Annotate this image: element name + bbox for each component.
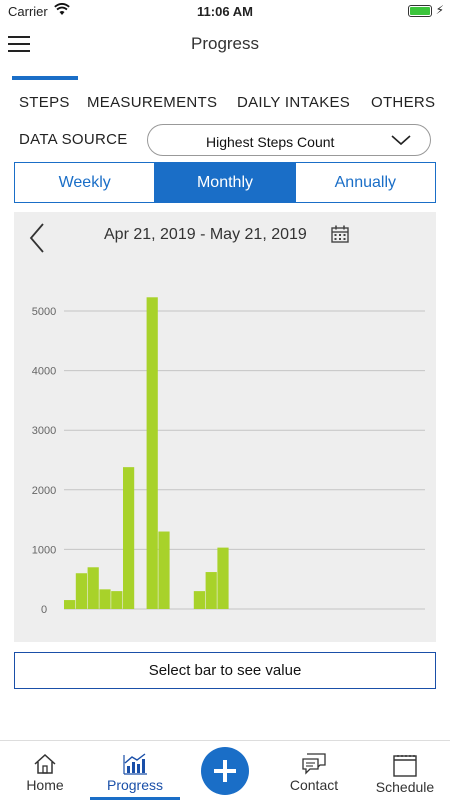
charging-icon: ⚡	[435, 3, 444, 17]
progress-chart-icon	[123, 753, 147, 775]
chart-bar[interactable]	[217, 547, 229, 609]
chevron-left-icon[interactable]	[28, 222, 46, 254]
period-annually[interactable]: Annually	[334, 174, 396, 191]
hamburger-menu-icon[interactable]	[8, 36, 30, 52]
chevron-down-icon	[391, 135, 411, 146]
chart-bar[interactable]	[111, 591, 123, 609]
bottom-navigation: Home Progress Contact	[0, 740, 450, 800]
wifi-icon	[54, 3, 70, 15]
chat-icon	[302, 753, 326, 775]
home-icon	[34, 753, 56, 774]
nav-bar: Progress	[0, 22, 450, 66]
schedule-calendar-icon	[393, 755, 417, 777]
calendar-icon[interactable]	[330, 224, 350, 244]
data-source-value: Highest Steps Count	[206, 134, 335, 150]
chart-bar[interactable]	[146, 297, 158, 609]
y-tick-label: 2000	[32, 485, 56, 497]
data-source-label: DATA SOURCE	[19, 131, 128, 148]
active-tab-indicator	[12, 76, 78, 80]
bottom-nav-home-label: Home	[26, 777, 64, 793]
y-tick-label: 3000	[32, 425, 56, 437]
data-source-dropdown[interactable]: Highest Steps Count	[147, 124, 431, 156]
chart-bar[interactable]	[99, 589, 111, 609]
period-monthly[interactable]: Monthly	[155, 163, 296, 202]
steps-bar-chart[interactable]: 0 1000 2000 3000 4000 5000	[14, 212, 436, 642]
battery-icon	[408, 5, 432, 17]
category-tabs: STEPS MEASUREMENTS DAILY INTAKES OTHERS	[0, 76, 450, 116]
y-tick-label: 5000	[32, 306, 56, 318]
add-entry-button[interactable]	[201, 747, 249, 795]
carrier-label: Carrier	[8, 4, 48, 19]
period-weekly[interactable]: Weekly	[15, 163, 156, 202]
y-tick-label: 1000	[32, 544, 56, 556]
bottom-nav-home[interactable]: Home	[18, 741, 72, 793]
bottom-nav-active-indicator	[90, 797, 180, 800]
page-title: Progress	[190, 34, 260, 53]
period-segmented-control: Weekly Monthly Annually	[14, 162, 436, 203]
status-time: 11:06 AM	[197, 4, 253, 19]
tab-daily-intakes[interactable]: DAILY INTAKES	[237, 94, 351, 111]
chart-bar[interactable]	[87, 567, 99, 609]
plus-icon	[214, 760, 236, 782]
chart-bar[interactable]	[205, 572, 217, 609]
select-bar-prompt: Select bar to see value	[14, 652, 436, 689]
chart-bar[interactable]	[158, 531, 170, 609]
bottom-nav-contact-label: Contact	[289, 777, 339, 793]
chart-bar[interactable]	[193, 591, 205, 609]
date-range-label: Apr 21, 2019 - May 21, 2019	[104, 226, 307, 243]
bottom-nav-contact[interactable]: Contact	[284, 741, 344, 793]
y-tick-label: 0	[41, 604, 47, 616]
y-tick-label: 4000	[32, 366, 56, 378]
status-bar: Carrier 11:06 AM ⚡	[0, 0, 450, 22]
tab-others[interactable]: OTHERS	[371, 94, 436, 111]
bottom-nav-schedule-label: Schedule	[375, 779, 435, 795]
chart-bar[interactable]	[75, 573, 87, 609]
chart-panel: 0 1000 2000 3000 4000 5000 Apr 21, 2019 - May…	[14, 212, 436, 642]
chart-bar[interactable]	[123, 467, 135, 609]
tab-steps[interactable]: STEPS	[19, 94, 70, 111]
chart-bar[interactable]	[64, 600, 76, 609]
bottom-nav-progress[interactable]: Progress	[98, 741, 172, 793]
tab-measurements[interactable]: MEASUREMENTS	[87, 94, 218, 111]
bottom-nav-schedule[interactable]: Schedule	[372, 741, 438, 795]
bottom-nav-progress-label: Progress	[106, 777, 164, 793]
